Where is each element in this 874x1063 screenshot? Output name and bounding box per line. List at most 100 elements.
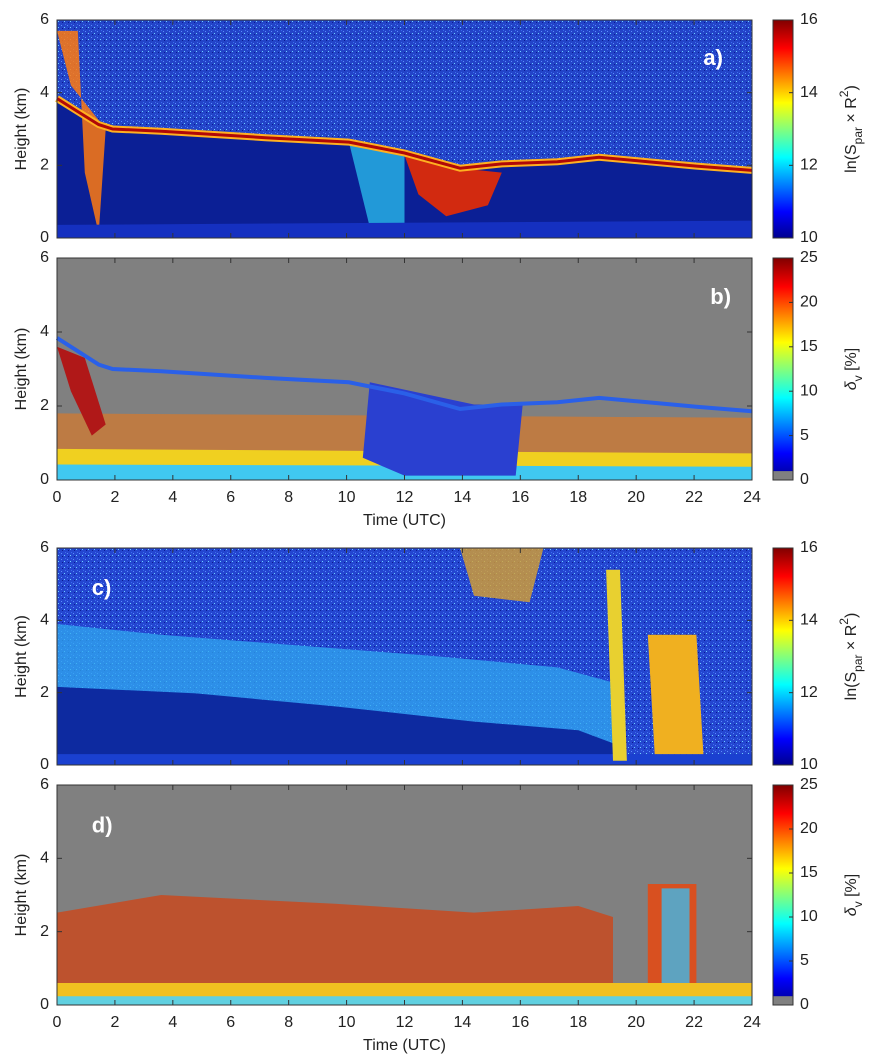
x-tick-label: 0: [53, 489, 62, 506]
colorbar-label: δv [%]: [843, 874, 865, 916]
texture: [57, 686, 613, 765]
colorbar-tick-label: 10: [800, 382, 818, 399]
colorbar-frame: [772, 784, 794, 1006]
x-tick-label: 10: [338, 1014, 356, 1031]
heatmap-panel: [55, 20, 753, 238]
y-tick-label: 6: [40, 776, 49, 793]
colorbar-tick-label: 14: [800, 84, 818, 101]
colorbar-tick-label: 12: [800, 157, 818, 174]
heatmap-panel: [57, 785, 752, 1005]
colorbar: [773, 20, 793, 238]
x-tick-label: 4: [168, 1014, 177, 1031]
texture: [647, 634, 704, 755]
x-tick-label: 6: [226, 489, 235, 506]
y-axis-label: Height (km): [13, 615, 30, 698]
x-tick-label: 18: [569, 1014, 587, 1031]
x-axis-label: Time (UTC): [363, 512, 446, 529]
x-tick-label: 16: [511, 1014, 529, 1031]
colorbar-tick-label: 12: [800, 684, 818, 701]
texture: [404, 155, 502, 217]
colorbar: [773, 548, 793, 765]
x-tick-label: 2: [110, 489, 119, 506]
colorbar-label-part: 2: [837, 618, 851, 625]
y-tick-label: 6: [40, 539, 49, 556]
x-tick-label: 20: [627, 489, 645, 506]
panel-label: d): [92, 813, 113, 838]
y-tick-label: 0: [40, 471, 49, 488]
colorbar-tick-label: 5: [800, 427, 809, 444]
colorbar-tick-label: 14: [800, 612, 818, 629]
colorbar-tick-label: 15: [800, 338, 818, 355]
colorbar-label-part: δ: [843, 906, 860, 916]
colorbar-label-part: v: [851, 375, 865, 381]
colorbar-tick-label: 10: [800, 756, 818, 773]
x-tick-label: 24: [743, 489, 761, 506]
colorbar-label-part: v: [851, 901, 865, 907]
x-tick-label: 22: [685, 489, 703, 506]
texture: [460, 548, 544, 603]
x-tick-label: 6: [226, 1014, 235, 1031]
colorbar-label-part: [%]: [843, 348, 860, 376]
texture: [606, 569, 627, 761]
x-tick-label: 14: [454, 1014, 472, 1031]
colorbar-tick-label: 16: [800, 539, 818, 556]
y-axis-label: Height (km): [13, 88, 30, 171]
y-tick-label: 4: [40, 84, 49, 101]
y-tick-label: 2: [40, 923, 49, 940]
y-tick-label: 4: [40, 850, 49, 867]
x-tick-label: 12: [396, 1014, 414, 1031]
texture: [57, 30, 106, 234]
colorbar-tick-label: 15: [800, 864, 818, 881]
colorbar-tick-label: 10: [800, 908, 818, 925]
texture: [57, 346, 106, 436]
colorbar-frame: [772, 257, 794, 481]
y-tick-label: 0: [40, 229, 49, 246]
colorbar-tick-label: 0: [800, 471, 809, 488]
y-axis-label: Height (km): [13, 854, 30, 937]
texture: [57, 624, 613, 744]
colorbar-frame: [772, 19, 794, 239]
y-tick-label: 4: [40, 612, 49, 629]
colorbar-tick-label: 0: [800, 996, 809, 1013]
x-tick-label: 14: [454, 489, 472, 506]
x-tick-label: 20: [627, 1014, 645, 1031]
colorbar-label-part: par: [851, 127, 865, 144]
colorbar: [773, 258, 793, 480]
colorbar-label-part: × R: [843, 625, 860, 655]
colorbar-label-part: ): [843, 613, 860, 618]
colorbar-label-part: × R: [843, 97, 860, 127]
colorbar-frame: [772, 547, 794, 766]
y-tick-label: 2: [40, 397, 49, 414]
colorbar-tick-label: 20: [800, 294, 818, 311]
y-tick-label: 6: [40, 249, 49, 266]
colorbar-nodata: [773, 471, 793, 480]
x-tick-label: 10: [338, 489, 356, 506]
colorbar-tick-label: 25: [800, 776, 818, 793]
x-tick-label: 12: [396, 489, 414, 506]
colorbar-nodata: [773, 996, 793, 1005]
colorbar-label-part: ln(S: [843, 672, 860, 700]
texture: [348, 142, 405, 234]
x-tick-label: 8: [284, 1014, 293, 1031]
colorbar-label-part: 2: [837, 90, 851, 97]
y-tick-label: 0: [40, 996, 49, 1013]
colorbar-label-part: δ: [843, 380, 860, 390]
texture: [57, 895, 613, 1005]
colorbar: [773, 785, 793, 1005]
colorbar-label-part: ln(S: [843, 144, 860, 172]
x-tick-label: 8: [284, 489, 293, 506]
layer: [55, 336, 753, 414]
layer: [56, 97, 753, 172]
colorbar-tick-label: 20: [800, 820, 818, 837]
x-tick-label: 0: [53, 1014, 62, 1031]
y-tick-label: 0: [40, 756, 49, 773]
panel-label: c): [92, 575, 112, 600]
panel-label: a): [703, 45, 723, 70]
texture: [661, 888, 690, 994]
y-tick-label: 2: [40, 157, 49, 174]
colorbar-label: ln(Spar × R2): [837, 613, 865, 701]
x-tick-label: 22: [685, 1014, 703, 1031]
x-tick-label: 24: [743, 1014, 761, 1031]
colorbar-label: ln(Spar × R2): [837, 85, 865, 173]
